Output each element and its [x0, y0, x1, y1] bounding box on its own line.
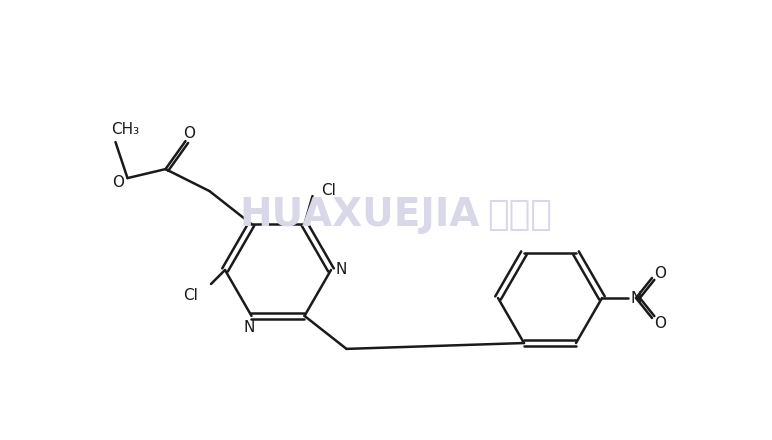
Text: O: O [184, 125, 195, 141]
Text: O: O [113, 175, 124, 190]
Text: O: O [654, 315, 666, 330]
Text: N: N [335, 261, 347, 276]
Text: Cl: Cl [321, 183, 337, 198]
Text: N: N [244, 320, 256, 335]
Text: Cl: Cl [183, 287, 198, 303]
Text: N: N [630, 290, 642, 305]
Text: O: O [654, 265, 666, 281]
Text: CH₃: CH₃ [111, 121, 140, 136]
Text: 化学加: 化学加 [488, 198, 553, 232]
Text: HUAXUEJIA: HUAXUEJIA [240, 196, 480, 234]
